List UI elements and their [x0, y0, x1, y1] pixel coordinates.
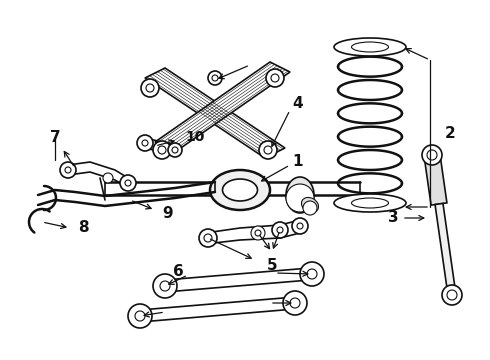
Circle shape	[135, 311, 145, 321]
Circle shape	[199, 229, 217, 247]
Circle shape	[212, 75, 218, 81]
Circle shape	[292, 218, 308, 234]
Ellipse shape	[210, 170, 270, 210]
Circle shape	[286, 184, 314, 212]
Circle shape	[60, 162, 76, 178]
Circle shape	[168, 143, 182, 157]
Text: 2: 2	[444, 126, 455, 140]
Circle shape	[266, 69, 284, 87]
Circle shape	[259, 141, 277, 159]
Ellipse shape	[334, 194, 406, 212]
Circle shape	[251, 226, 265, 240]
Text: 7: 7	[49, 130, 60, 144]
Circle shape	[128, 304, 152, 328]
Circle shape	[442, 285, 462, 305]
Text: 8: 8	[78, 220, 88, 235]
Circle shape	[65, 167, 71, 173]
Text: 1: 1	[293, 154, 303, 170]
Circle shape	[271, 74, 279, 82]
Text: 5: 5	[267, 257, 277, 273]
Circle shape	[125, 180, 131, 186]
Circle shape	[146, 84, 154, 92]
Text: 10: 10	[185, 130, 205, 144]
Circle shape	[447, 290, 457, 300]
Polygon shape	[145, 68, 285, 158]
Circle shape	[172, 147, 178, 153]
Circle shape	[153, 141, 171, 159]
Ellipse shape	[301, 197, 319, 212]
Ellipse shape	[334, 38, 406, 56]
Ellipse shape	[286, 177, 314, 213]
Ellipse shape	[351, 42, 389, 52]
Circle shape	[103, 173, 113, 183]
Text: 9: 9	[163, 206, 173, 220]
Circle shape	[292, 190, 308, 206]
Circle shape	[120, 175, 136, 191]
Text: 4: 4	[293, 95, 303, 111]
Text: 3: 3	[388, 211, 398, 225]
Circle shape	[427, 150, 437, 160]
Circle shape	[137, 135, 153, 151]
Circle shape	[422, 145, 442, 165]
Ellipse shape	[351, 198, 389, 208]
Polygon shape	[155, 62, 290, 152]
Circle shape	[141, 79, 159, 97]
Circle shape	[290, 298, 300, 308]
Circle shape	[204, 234, 212, 242]
Polygon shape	[424, 154, 447, 205]
Circle shape	[160, 281, 170, 291]
Ellipse shape	[222, 179, 258, 201]
Circle shape	[264, 146, 272, 154]
Circle shape	[158, 146, 166, 154]
Circle shape	[208, 71, 222, 85]
Text: 6: 6	[172, 265, 183, 279]
Circle shape	[303, 201, 317, 215]
Circle shape	[297, 223, 303, 229]
Circle shape	[153, 274, 177, 298]
Circle shape	[277, 227, 283, 233]
Polygon shape	[435, 203, 456, 296]
Circle shape	[142, 140, 148, 146]
Circle shape	[283, 291, 307, 315]
Circle shape	[300, 262, 324, 286]
Circle shape	[272, 222, 288, 238]
Circle shape	[307, 269, 317, 279]
Circle shape	[255, 230, 261, 236]
